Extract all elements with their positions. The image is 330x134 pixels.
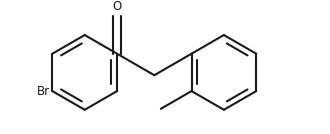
Text: Br: Br [36,85,49,98]
Text: O: O [113,0,122,13]
